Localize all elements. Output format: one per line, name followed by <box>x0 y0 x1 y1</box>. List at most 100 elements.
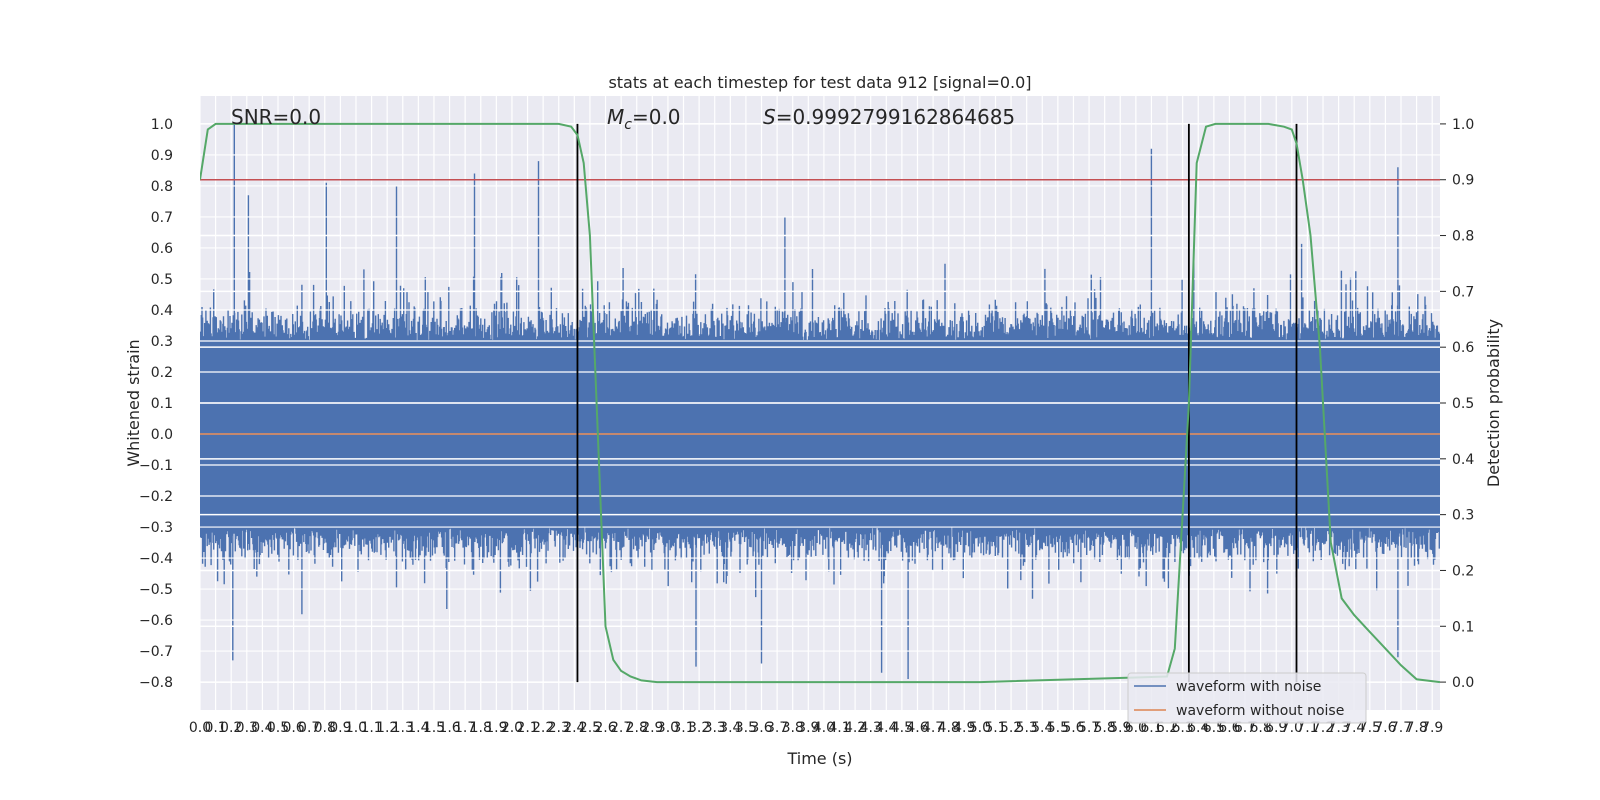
x-ticks: 0.00.10.20.30.40.50.60.70.80.91.01.11.21… <box>189 720 1443 736</box>
x-tick-label: 3.8 <box>782 720 804 736</box>
y2-axis-label: Detection probability <box>1484 319 1503 487</box>
x-tick-label: 6.6 <box>1218 720 1240 736</box>
y2-tick-label: 0.2 <box>1452 563 1474 579</box>
x-tick-label: 7.7 <box>1390 720 1412 736</box>
y-axis-label: Whitened strain <box>124 339 143 466</box>
x-tick-label: 7.6 <box>1374 720 1396 736</box>
x-tick-label: 1.2 <box>376 720 398 736</box>
x-tick-label: 3.2 <box>688 720 710 736</box>
x-tick-label: 5.1 <box>984 720 1006 736</box>
x-tick-label: 4.8 <box>938 720 960 736</box>
x-tick-label: 0.0 <box>189 720 211 736</box>
y-tick-label: −0.4 <box>139 551 173 567</box>
x-tick-label: 5.3 <box>1016 720 1038 736</box>
x-tick-label: 3.0 <box>657 720 679 736</box>
x-tick-label: 6.3 <box>1172 720 1194 736</box>
y2-ticks: 0.0 0.1 0.2 0.3 0.4 0.5 0.6 0.7 0.8 0.9 1.0 <box>1440 117 1474 691</box>
x-tick-label: 1.9 <box>485 720 507 736</box>
x-tick-label: 1.5 <box>423 720 445 736</box>
x-tick-label: 5.4 <box>1031 720 1053 736</box>
y-tick-label: 0.7 <box>151 210 173 226</box>
x-tick-label: 5.2 <box>1000 720 1022 736</box>
chirp-mass-annotation: Mc=0.0 <box>607 105 681 133</box>
x-tick-label: 7.9 <box>1421 720 1443 736</box>
y-tick-label: 0.6 <box>151 241 173 257</box>
y-tick-label: −0.1 <box>139 458 173 474</box>
x-tick-label: 2.0 <box>501 720 523 736</box>
x-tick-label: 6.2 <box>1156 720 1178 736</box>
x-tick-label: 0.7 <box>298 720 320 736</box>
y-tick-label: −0.7 <box>139 644 173 660</box>
x-tick-label: 6.0 <box>1125 720 1147 736</box>
score-value: =0.9992799162864685 <box>776 105 1015 129</box>
y-tick-label: −0.8 <box>139 675 173 691</box>
legend-box <box>1127 672 1367 724</box>
y-tick-label: −0.6 <box>139 613 173 629</box>
x-tick-label: 3.3 <box>704 720 726 736</box>
x-tick-label: 0.4 <box>251 720 273 736</box>
chirp-mass-symbol: M <box>607 105 624 129</box>
x-tick-label: 4.5 <box>891 720 913 736</box>
x-tick-label: 3.1 <box>672 720 694 736</box>
x-tick-label: 6.5 <box>1203 720 1225 736</box>
x-tick-label: 1.7 <box>454 720 476 736</box>
y-tick-label: 0.8 <box>151 179 173 195</box>
x-tick-label: 5.8 <box>1094 720 1116 736</box>
x-tick-label: 7.1 <box>1296 720 1318 736</box>
x-tick-label: 6.8 <box>1249 720 1271 736</box>
x-tick-label: 4.0 <box>813 720 835 736</box>
y2-tick-label: 0.5 <box>1452 396 1474 412</box>
x-tick-label: 0.3 <box>236 720 258 736</box>
y2-tick-label: 0.9 <box>1452 173 1474 189</box>
y-tick-label: 0.5 <box>151 272 173 288</box>
x-tick-label: 5.0 <box>969 720 991 736</box>
x-tick-label: 1.6 <box>438 720 460 736</box>
x-tick-label: 3.9 <box>797 720 819 736</box>
x-tick-label: 2.3 <box>548 720 570 736</box>
x-tick-label: 2.9 <box>641 720 663 736</box>
y2-tick-label: 0.1 <box>1452 619 1474 635</box>
x-tick-label: 2.6 <box>594 720 616 736</box>
x-tick-label: 0.2 <box>220 720 242 736</box>
y2-tick-label: 0.0 <box>1452 675 1474 691</box>
snr-annotation: SNR=0.0 <box>231 105 321 129</box>
y2-tick-label: 0.4 <box>1452 452 1474 468</box>
legend: waveform with noise waveform without noi… <box>1127 672 1367 724</box>
x-tick-label: 4.9 <box>953 720 975 736</box>
x-tick-label: 7.5 <box>1359 720 1381 736</box>
y2-tick-label: 0.7 <box>1452 284 1474 300</box>
x-tick-label: 5.6 <box>1062 720 1084 736</box>
x-tick-label: 3.5 <box>735 720 757 736</box>
x-tick-label: 5.9 <box>1109 720 1131 736</box>
chirp-mass-subscript: c <box>624 117 632 133</box>
x-tick-label: 4.6 <box>906 720 928 736</box>
score-symbol: S <box>763 105 776 129</box>
score-annotation: S=0.9992799162864685 <box>763 105 1015 129</box>
x-tick-label: 0.6 <box>282 720 304 736</box>
x-tick-label: 6.1 <box>1140 720 1162 736</box>
y2-tick-label: 1.0 <box>1452 117 1474 133</box>
noise-trace <box>200 123 1440 679</box>
x-tick-label: 2.2 <box>532 720 554 736</box>
y-tick-label: −0.2 <box>139 489 173 505</box>
x-tick-label: 6.4 <box>1187 720 1209 736</box>
detection-probability-line <box>200 122 1440 684</box>
x-tick-label: 3.7 <box>766 720 788 736</box>
x-tick-label: 6.7 <box>1234 720 1256 736</box>
x-tick-label: 1.4 <box>407 720 429 736</box>
x-tick-label: 5.7 <box>1078 720 1100 736</box>
x-tick-label: 3.6 <box>750 720 772 736</box>
y-tick-label: 0.9 <box>151 148 173 164</box>
y-tick-label: −0.5 <box>139 582 173 598</box>
x-tick-label: 4.4 <box>875 720 897 736</box>
x-tick-label: 5.5 <box>1047 720 1069 736</box>
x-tick-label: 2.7 <box>610 720 632 736</box>
x-tick-label: 7.8 <box>1405 720 1427 736</box>
x-tick-label: 7.2 <box>1312 720 1334 736</box>
x-tick-label: 1.0 <box>345 720 367 736</box>
x-tick-label: 0.8 <box>314 720 336 736</box>
x-tick-label: 2.5 <box>579 720 601 736</box>
y-tick-label: 0.0 <box>151 427 173 443</box>
x-tick-label: 4.2 <box>844 720 866 736</box>
